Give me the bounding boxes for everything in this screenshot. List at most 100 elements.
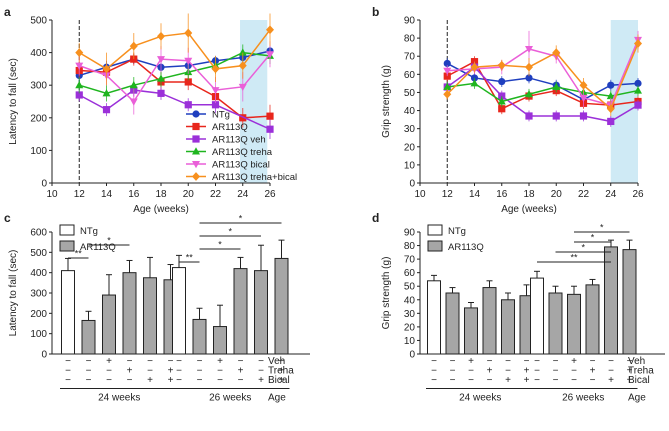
x-tick-label: 20 [183,189,195,200]
y-tick-label: 0 [41,179,47,190]
legend-entry: AR113Q bical [186,160,270,171]
bar [428,281,441,354]
data-point [525,63,533,72]
significance-bracket: ** [537,253,611,263]
y-tick-label: 500 [30,248,47,259]
age-row-label: Age [628,393,646,404]
panel-label-b: b [372,5,379,19]
y-tick-label: 80 [404,241,416,252]
x-tick-label: 10 [414,189,426,200]
y-tick-label: 90 [404,228,416,239]
condition-sign: − [197,375,203,386]
condition-sign: − [468,375,474,386]
x-tick-label: 24 [237,189,249,200]
bar-group: −−+−−−−−−+−+−−−−++24 weeks [60,257,179,403]
bar [234,269,247,354]
data-point [634,102,641,109]
bar [483,288,496,354]
legend-entry: AR113Q treha+bical [186,172,297,183]
bar [255,271,268,354]
x-tick-label: 20 [551,189,563,200]
x-tick-label: 26 [632,189,644,200]
significance-bracket: * [200,227,262,237]
group-label: 26 weeks [209,393,251,404]
x-tick-label: 14 [469,189,481,200]
legend-swatch [60,241,74,251]
significance-label: * [581,243,585,253]
y-tick-label: 400 [30,268,47,279]
y-tick-label: 70 [404,255,416,266]
legend-swatch [428,225,442,235]
y-tick-label: 90 [404,16,416,27]
significance-label: * [228,227,232,237]
y-tick-label: 50 [404,88,416,99]
data-point [75,48,83,57]
x-axis-label: Age (weeks) [501,204,557,215]
data-point [498,61,506,70]
group-label: 24 weeks [98,393,140,404]
bar [214,327,227,354]
condition-sign: − [571,375,577,386]
legend-entry: NTg [428,225,466,237]
condition-sign: + [147,375,153,386]
legend-label: NTg [80,226,98,237]
significance-bracket: * [200,214,282,224]
bar [446,293,459,354]
significance-label: * [239,214,243,224]
data-point [130,99,138,106]
x-tick-label: 10 [46,189,58,200]
condition-sign: + [258,375,264,386]
y-tick-label: 60 [404,268,416,279]
condition-sign: − [127,375,133,386]
y-tick-label: 0 [409,179,415,190]
condition-row-label: Bical [268,375,290,386]
data-point [580,112,587,119]
y-tick-label: 100 [30,329,47,340]
legend-label: AR113Q treha+bical [212,172,297,183]
bar [62,271,75,354]
line-chart-grip: 0102030405060708090101214161820222426Age… [381,16,644,216]
x-tick-label: 24 [605,189,617,200]
x-tick-label: 12 [442,189,454,200]
data-point [157,32,165,41]
legend-entry: NTg [60,225,98,237]
bar [275,258,288,354]
data-point [75,81,83,88]
data-point [607,118,614,125]
x-tick-label: 16 [496,189,508,200]
bar [144,278,157,354]
significance-bracket: * [556,243,612,253]
y-axis-label: Grip strength (g) [381,257,392,330]
x-tick-label: 18 [523,189,535,200]
bar [193,319,206,354]
y-tick-label: 40 [404,295,416,306]
legend-entry: AR113Q [186,122,248,133]
x-tick-label: 22 [210,189,222,200]
y-tick-label: 60 [404,70,416,81]
bar [605,247,618,354]
y-tick-label: 200 [30,309,47,320]
x-tick-label: 16 [128,189,140,200]
condition-row-label: Bical [628,375,650,386]
legend-label: AR113Q veh [212,135,266,146]
bar [531,278,544,354]
condition-sign: + [505,375,511,386]
y-axis-label: Grip strength (g) [381,65,392,138]
condition-sign: − [86,375,92,386]
y-tick-label: 80 [404,34,416,45]
condition-sign: − [553,375,559,386]
bar [103,295,116,354]
y-tick-label: 10 [404,160,416,171]
bar-group: −−+−−−−−−+−+−−−−++24 weeks [426,275,535,403]
significance-label: ** [570,253,578,263]
x-tick-label: 18 [155,189,167,200]
data-point [266,126,273,133]
condition-sign: − [431,375,437,386]
bar-group: −−+−−−−−−+−+−−−−++26 weeks [529,240,638,403]
y-tick-label: 400 [30,48,47,59]
bar [568,294,581,354]
line-chart-latency: 0100200300400500101214161820222426Age (w… [8,13,297,215]
bar [465,308,478,354]
y-tick-label: 0 [409,350,415,361]
legend-entry: AR113Q treha [186,147,273,158]
